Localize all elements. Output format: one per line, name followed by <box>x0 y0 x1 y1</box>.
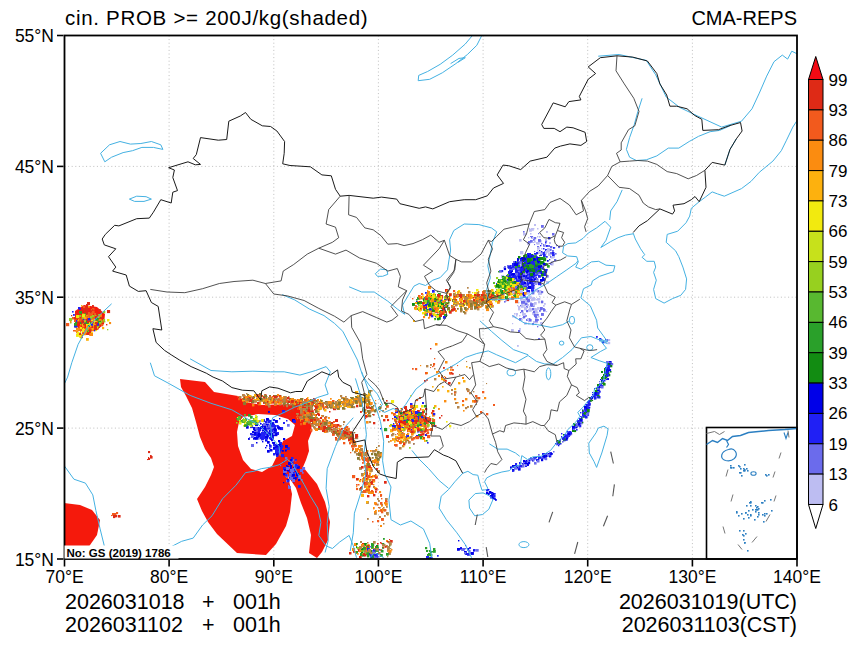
svg-text:53: 53 <box>829 283 848 302</box>
svg-text:39: 39 <box>829 344 848 363</box>
svg-text:19: 19 <box>829 435 848 454</box>
svg-text:2026031103(CST): 2026031103(CST) <box>622 613 797 637</box>
svg-text:46: 46 <box>829 313 848 332</box>
svg-text:120°E: 120°E <box>564 567 612 587</box>
svg-text:93: 93 <box>829 101 848 120</box>
svg-text:45°N: 45°N <box>15 157 54 177</box>
svg-text:80°E: 80°E <box>150 567 188 587</box>
svg-text:99: 99 <box>829 71 848 90</box>
svg-text:86: 86 <box>829 131 848 150</box>
svg-text:2026031018: 2026031018 <box>65 590 185 614</box>
svg-text:CMA-REPS: CMA-REPS <box>691 7 797 29</box>
svg-text:66: 66 <box>829 222 848 241</box>
svg-text:cin. PROB >= 200J/kg(shaded): cin. PROB >= 200J/kg(shaded) <box>65 6 368 29</box>
svg-text:No: GS (2019) 1786: No: GS (2019) 1786 <box>67 547 171 559</box>
svg-text:6: 6 <box>829 496 838 515</box>
svg-text:79: 79 <box>829 162 848 181</box>
svg-text:130°E: 130°E <box>668 567 716 587</box>
svg-text:2026031102: 2026031102 <box>65 613 183 637</box>
svg-text:25°N: 25°N <box>15 419 54 439</box>
svg-text:+: + <box>202 590 215 614</box>
svg-text:140°E: 140°E <box>773 567 821 587</box>
svg-text:35°N: 35°N <box>15 288 54 308</box>
svg-text:33: 33 <box>829 374 848 393</box>
svg-text:55°N: 55°N <box>15 26 54 46</box>
svg-text:2026031019(UTC): 2026031019(UTC) <box>619 590 797 614</box>
svg-text:70°E: 70°E <box>45 567 83 587</box>
svg-text:73: 73 <box>829 192 848 211</box>
svg-text:001h: 001h <box>233 590 281 614</box>
svg-text:+: + <box>202 613 215 637</box>
svg-text:110°E: 110°E <box>460 567 507 587</box>
svg-text:13: 13 <box>829 465 848 484</box>
svg-text:90°E: 90°E <box>255 567 293 587</box>
svg-text:100°E: 100°E <box>354 567 402 587</box>
svg-text:59: 59 <box>829 253 848 272</box>
svg-text:26: 26 <box>829 404 848 423</box>
svg-text:001h: 001h <box>233 613 281 637</box>
